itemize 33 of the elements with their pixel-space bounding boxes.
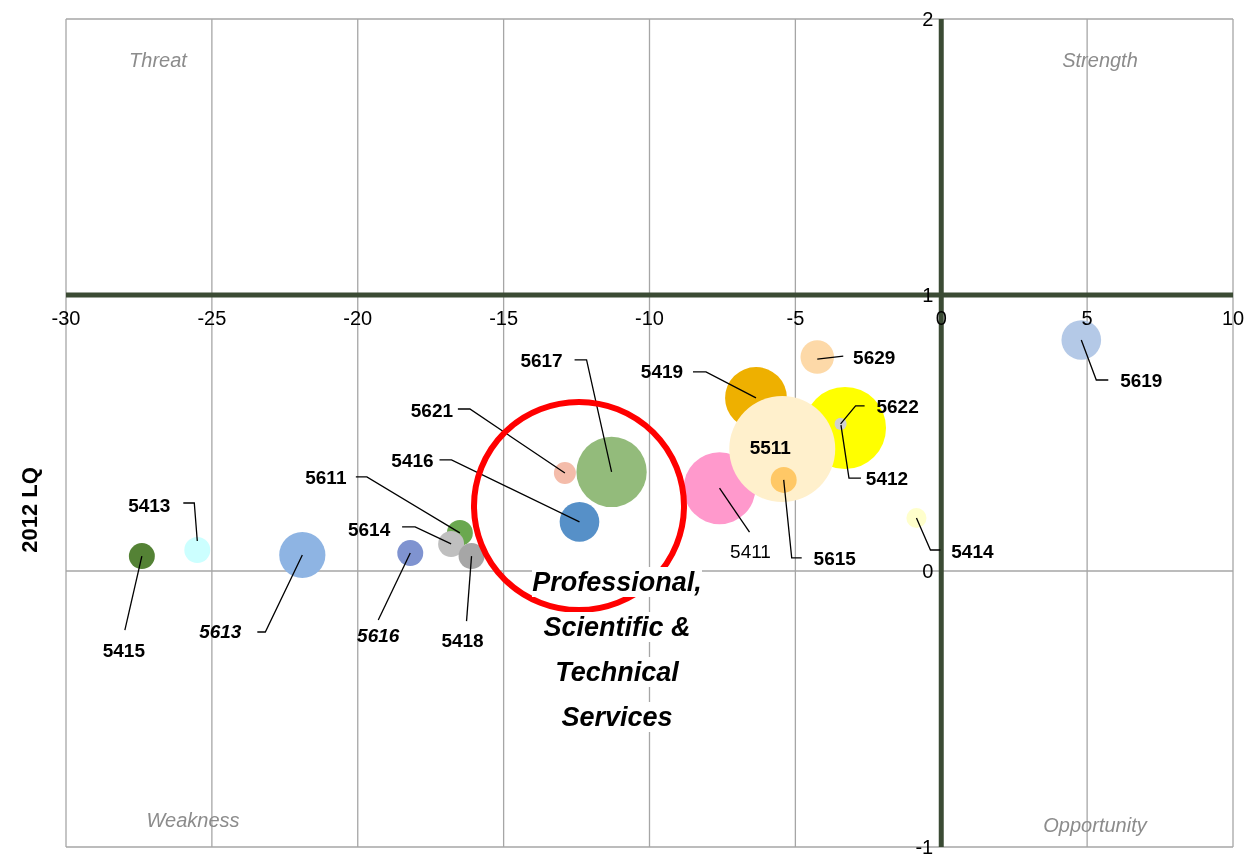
- series-label: 5412: [865, 467, 909, 489]
- y-tick-label: 1: [922, 284, 934, 306]
- annotation: Threat: [129, 48, 187, 72]
- x-tick-label: -25: [197, 307, 227, 329]
- series-label: 5629: [853, 346, 896, 368]
- x-tick-label: -10: [635, 307, 664, 329]
- x-tick-label: -15: [489, 307, 519, 329]
- x-tick-label: 10: [1221, 307, 1245, 329]
- text: 5416: [391, 450, 434, 472]
- x-tick-label: -30: [51, 307, 81, 329]
- text: 5611: [305, 467, 347, 489]
- text: 5614: [347, 519, 391, 541]
- text: 5621: [410, 399, 454, 421]
- series-label: 5411: [730, 540, 771, 562]
- series-label: 5413: [128, 494, 171, 516]
- annotation: Professional, Scientific & Technical Services: [532, 567, 702, 732]
- text: 5617: [520, 350, 563, 372]
- x-tick-label: -5: [786, 307, 805, 329]
- y-tick-label: -1: [915, 836, 934, 854]
- y-tick-label: 0: [922, 560, 934, 582]
- text: 5616: [357, 624, 400, 646]
- x-tick-label: 5: [1081, 307, 1093, 329]
- y-tick-label: 2: [922, 8, 934, 30]
- y-axis-title: 2012 LQ: [17, 467, 43, 553]
- series-label: 5619: [1120, 370, 1163, 392]
- x-tick-label: -20: [343, 307, 373, 329]
- series-label: 5511: [749, 436, 792, 458]
- text: 5419: [640, 361, 684, 383]
- series-label: 5414: [951, 540, 995, 562]
- text: 5615: [813, 548, 857, 570]
- text: 5418: [441, 629, 484, 651]
- text: 5613: [199, 621, 242, 643]
- text: 5415: [102, 639, 146, 661]
